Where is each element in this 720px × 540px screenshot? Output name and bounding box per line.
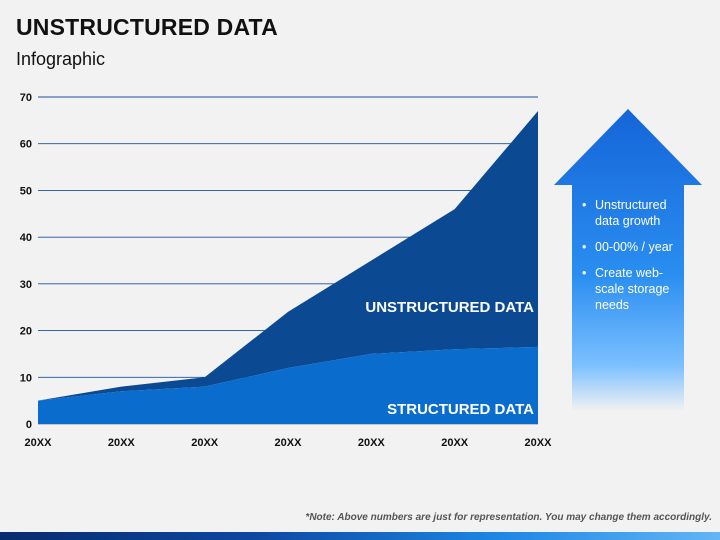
page-subtitle: Infographic	[16, 49, 106, 69]
series-area	[38, 346, 538, 424]
series-area	[38, 111, 538, 401]
x-tick-label: 20XX	[25, 437, 53, 449]
y-tick-label: 0	[26, 419, 32, 431]
x-tick-label: 20XX	[191, 437, 219, 449]
y-tick-label: 40	[20, 232, 32, 244]
x-tick-label: 20XX	[275, 437, 303, 449]
callout-list: Unstructured data growth 00-00% / year C…	[582, 197, 692, 323]
y-tick-label: 70	[20, 92, 32, 104]
bottom-accent-bar	[0, 532, 720, 540]
series-label: UNSTRUCTURED DATA	[365, 299, 534, 316]
y-tick-label: 50	[20, 185, 32, 197]
y-tick-label: 10	[20, 372, 32, 384]
callout-bullet: Create web-scale storage needs	[582, 265, 692, 313]
growth-arrow-icon	[554, 109, 702, 411]
series-label: STRUCTURED DATA	[387, 401, 534, 418]
y-tick-label: 20	[20, 326, 32, 338]
footnote: *Note: Above numbers are just for repres…	[305, 512, 712, 523]
x-tick-label: 20XX	[441, 437, 469, 449]
x-tick-label: 20XX	[525, 437, 553, 449]
page-title: UNSTRUCTURED DATA	[16, 14, 278, 40]
y-tick-label: 60	[20, 139, 32, 151]
callout-bullet: 00-00% / year	[582, 239, 692, 255]
callout-bullet: Unstructured data growth	[582, 197, 692, 229]
y-tick-label: 30	[20, 279, 32, 291]
x-tick-label: 20XX	[108, 437, 136, 449]
x-tick-label: 20XX	[358, 437, 386, 449]
